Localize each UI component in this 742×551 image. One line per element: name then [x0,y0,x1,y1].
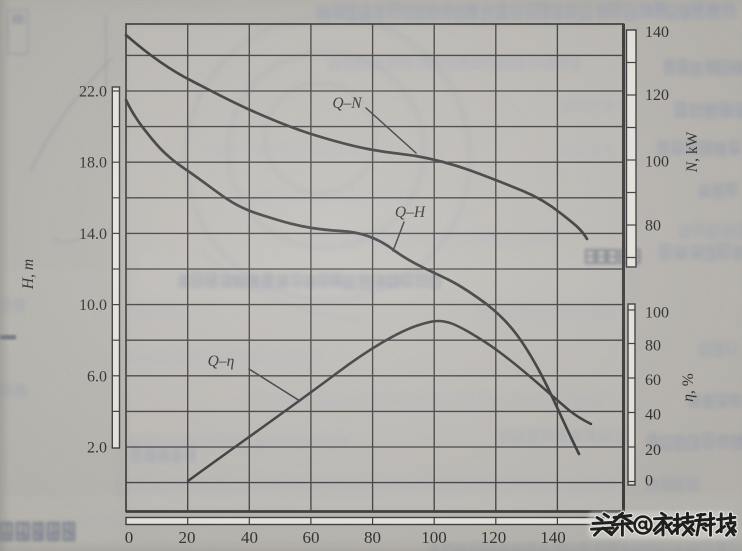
svg-text:120: 120 [645,87,669,104]
svg-text:N, kW: N, kW [684,131,701,173]
svg-text:0: 0 [125,528,134,547]
svg-text:20: 20 [179,528,196,547]
svg-text:140: 140 [540,528,566,547]
svg-text:120: 120 [481,528,507,547]
svg-text:14.0: 14.0 [79,226,107,243]
svg-text:80: 80 [364,528,381,547]
svg-text:0: 0 [645,473,653,490]
svg-text:140: 140 [645,24,669,41]
svg-text:100: 100 [645,305,669,322]
svg-text:22.0: 22.0 [79,84,107,101]
svg-text:80: 80 [645,338,661,355]
svg-text:100: 100 [645,154,669,171]
svg-text:η, %: η, % [680,373,697,401]
svg-text:10.0: 10.0 [79,297,107,314]
svg-text:60: 60 [303,528,320,547]
svg-text:Q–N: Q–N [332,95,363,112]
svg-text:2.0: 2.0 [87,440,107,457]
svg-text:60: 60 [645,372,661,389]
svg-text:Q–H: Q–H [395,204,426,221]
svg-text:80: 80 [645,218,661,235]
svg-text:20: 20 [645,442,661,459]
svg-text:18.0: 18.0 [79,155,107,172]
svg-text:Q–η: Q–η [208,353,235,370]
svg-text:40: 40 [241,528,258,547]
svg-text:H, m: H, m [20,259,37,290]
svg-text:6.0: 6.0 [87,368,107,385]
svg-text:40: 40 [645,407,661,424]
svg-text:100: 100 [421,528,447,547]
